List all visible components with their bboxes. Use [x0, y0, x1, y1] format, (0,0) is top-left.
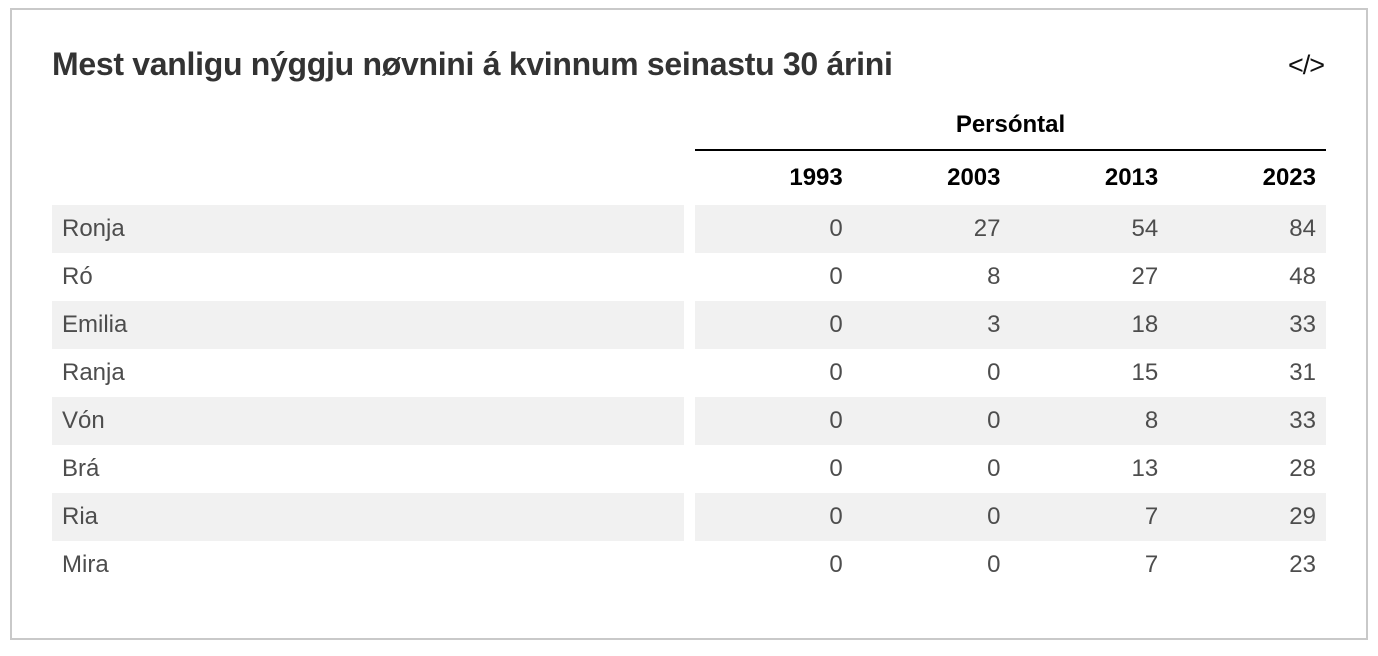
embed-button[interactable]: </> — [1287, 50, 1325, 80]
column-gap — [684, 300, 695, 349]
card-header: Mest vanligu nýggju nøvnini á kvinnum se… — [52, 46, 1326, 83]
code-icon: </> — [1287, 50, 1325, 80]
row-name-cell: Emilia — [52, 300, 684, 349]
value-cell: 0 — [829, 358, 843, 386]
row-name-cell: Brá — [62, 454, 100, 482]
row-name-cell: Vón — [52, 396, 684, 445]
group-header-row: Persóntal — [52, 106, 1326, 151]
row-name-cell: Mira — [62, 550, 109, 578]
value-cell: 7 — [1010, 492, 1169, 541]
value-cell: 18 — [1010, 300, 1169, 349]
value-cell: 7 — [1144, 550, 1159, 578]
year-column-header: 2013 — [1104, 163, 1159, 191]
empty-header-cell — [52, 151, 684, 205]
value-cell: 0 — [829, 454, 843, 482]
value-cell: 0 — [987, 454, 1001, 482]
column-gap — [684, 106, 695, 151]
year-column-header: 1993 — [789, 163, 843, 191]
value-cell: 13 — [1131, 454, 1159, 482]
value-cell: 0 — [695, 204, 853, 253]
table-row: Ró 0 8 27 48 — [52, 252, 1326, 301]
year-header-row: 1993 2003 2013 2023 — [52, 150, 1326, 205]
table-row: Emilia 0 3 18 33 — [52, 300, 1326, 349]
value-cell: 31 — [1289, 358, 1316, 386]
value-cell: 8 — [1010, 396, 1169, 445]
value-cell: 84 — [1168, 204, 1326, 253]
row-name-cell: Ró — [62, 262, 93, 290]
value-cell: 3 — [852, 300, 1011, 349]
table-row: Ranja 0 0 15 31 — [52, 348, 1326, 397]
value-cell: 0 — [695, 300, 853, 349]
value-cell: 0 — [852, 492, 1011, 541]
value-cell: 0 — [852, 396, 1011, 445]
table-row: Brá 0 0 13 28 — [52, 444, 1326, 493]
value-cell: 27 — [852, 204, 1011, 253]
column-group-header: Persóntal — [695, 107, 1326, 151]
value-cell: 27 — [1131, 262, 1159, 290]
row-name-cell: Ranja — [62, 358, 125, 386]
year-column-header: 2023 — [1262, 163, 1316, 191]
value-cell: 0 — [829, 550, 843, 578]
table-row: Vón 0 0 8 33 — [52, 396, 1326, 445]
column-gap — [684, 204, 695, 253]
row-name-cell: Ria — [52, 492, 684, 541]
value-cell: 28 — [1289, 454, 1316, 482]
value-cell: 0 — [695, 492, 853, 541]
table-row: Mira 0 0 7 23 — [52, 540, 1326, 589]
value-cell: 0 — [829, 262, 843, 290]
value-cell: 33 — [1168, 300, 1326, 349]
value-cell: 48 — [1289, 262, 1316, 290]
value-cell: 29 — [1168, 492, 1326, 541]
value-cell: 0 — [987, 358, 1001, 386]
chart-card: Mest vanligu nýggju nøvnini á kvinnum se… — [10, 8, 1368, 640]
table-head: Persóntal 1993 2003 2013 2023 — [52, 106, 1326, 205]
year-column-header: 2003 — [947, 163, 1001, 191]
column-gap — [684, 150, 695, 205]
column-gap — [684, 396, 695, 445]
column-gap — [684, 492, 695, 541]
column-gap — [684, 444, 695, 493]
value-cell: 23 — [1289, 550, 1316, 578]
value-cell: 0 — [695, 396, 853, 445]
value-cell: 33 — [1168, 396, 1326, 445]
column-gap — [684, 252, 695, 301]
value-cell: 8 — [987, 262, 1001, 290]
column-gap — [684, 348, 695, 397]
chart-title: Mest vanligu nýggju nøvnini á kvinnum se… — [52, 46, 893, 82]
table-row: Ria 0 0 7 29 — [52, 492, 1326, 541]
table-row: Ronja 0 27 54 84 — [52, 204, 1326, 253]
row-name-cell: Ronja — [52, 204, 684, 253]
data-table: Persóntal 1993 2003 2013 2023 Ronja 0 27… — [52, 106, 1326, 589]
column-gap — [684, 540, 695, 589]
table-body: Ronja 0 27 54 84 Ró 0 8 27 48 Emilia 0 3 — [52, 204, 1326, 589]
value-cell: 54 — [1010, 204, 1169, 253]
value-cell: 15 — [1131, 358, 1159, 386]
empty-header-cell — [52, 107, 684, 151]
value-cell: 0 — [987, 550, 1001, 578]
